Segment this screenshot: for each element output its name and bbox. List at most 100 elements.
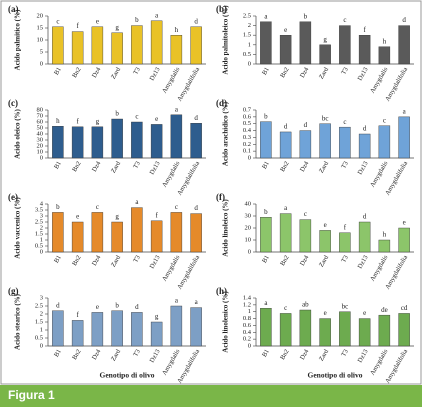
panel-label: (b)	[216, 4, 227, 14]
bar	[299, 21, 312, 65]
significance-letter: b	[264, 208, 268, 216]
significance-letter: a	[195, 298, 199, 306]
x-tick-label: T3	[132, 160, 142, 170]
bar	[260, 308, 272, 347]
significance-letter: a	[264, 299, 268, 307]
bar	[111, 32, 123, 65]
x-tick-label: Bn2	[279, 66, 290, 79]
bar	[150, 321, 163, 347]
y-tick-label: 0.8	[243, 315, 251, 322]
y-axis-label: Acido linoleico (%)	[222, 199, 230, 257]
y-tick-label: 4	[40, 200, 44, 207]
significance-letter: b	[115, 110, 119, 118]
y-tick-label: 10	[245, 236, 252, 243]
bar	[131, 121, 143, 159]
significance-letter: f	[76, 22, 79, 30]
panel-label: (c)	[8, 98, 18, 108]
x-tick-label: Bn2	[279, 160, 290, 173]
bar	[279, 35, 292, 65]
significance-letter: h	[383, 37, 387, 45]
bar	[398, 25, 410, 65]
y-tick-label: 0.5	[243, 51, 251, 58]
x-axis-label: Genotipo di olivo	[99, 371, 154, 380]
bar	[358, 221, 371, 253]
y-tick-label: 0.5	[35, 334, 43, 341]
significance-letter: b	[264, 112, 268, 120]
significance-letter: a	[284, 204, 288, 212]
y-axis-label: Acido vaccenico (%)	[14, 197, 22, 259]
significance-letter: b	[135, 16, 139, 24]
bar	[299, 309, 312, 347]
bar	[339, 126, 351, 159]
x-tick-label: Amygdalis	[369, 160, 390, 189]
bar	[111, 310, 123, 347]
bar	[339, 311, 351, 347]
bar	[358, 133, 371, 159]
significance-letter: c	[304, 210, 307, 218]
x-tick-label: T3	[132, 348, 142, 358]
bar	[319, 44, 331, 65]
significance-letter: a	[135, 198, 139, 206]
significance-letter: a	[264, 12, 268, 20]
bar	[170, 35, 183, 65]
x-tick-label: Bn2	[279, 254, 290, 267]
significance-letter: d	[194, 114, 198, 122]
y-tick-label: 20	[37, 12, 44, 19]
significance-letter: c	[383, 116, 386, 124]
y-tick-label: 0.5	[35, 242, 43, 249]
significance-letter: ab	[302, 301, 309, 309]
bar	[299, 219, 312, 253]
significance-letter: h	[56, 117, 60, 125]
significance-letter: c	[56, 17, 59, 25]
significance-letter: a	[155, 11, 159, 19]
significance-letter: g	[115, 213, 119, 221]
y-tick-label: 0.4	[243, 329, 252, 336]
y-tick-label: 0	[248, 248, 251, 255]
x-tick-label: B1	[53, 160, 63, 170]
y-tick-label: 1	[40, 326, 43, 333]
bar	[91, 212, 104, 253]
bar	[378, 125, 391, 159]
y-tick-label: 1.5	[35, 230, 43, 237]
x-tick-label: Dz4	[299, 348, 311, 362]
y-tick-label: 2	[248, 22, 251, 29]
significance-letter: de	[381, 306, 388, 314]
bar	[339, 25, 351, 65]
significance-letter: d	[284, 123, 288, 131]
y-axis-label: Acido stearico (%)	[14, 293, 22, 350]
bar	[398, 313, 410, 347]
significance-letter: a	[175, 105, 179, 113]
y-tick-label: 1.2	[243, 301, 251, 308]
x-tick-label: Dz13	[357, 160, 370, 176]
bar	[398, 116, 410, 159]
x-tick-label: Amygdalis	[161, 348, 182, 377]
bar	[71, 320, 84, 347]
x-tick-label: T3	[132, 254, 142, 264]
significance-letter: b	[115, 301, 119, 309]
significance-letter: d	[304, 121, 308, 129]
significance-letter: bc	[342, 302, 349, 310]
panel-label: (h)	[216, 286, 227, 296]
significance-letter: d	[56, 301, 60, 309]
x-tick-label: Zard	[110, 66, 123, 81]
significance-letter: d	[363, 213, 367, 221]
significance-letter: c	[284, 304, 287, 312]
x-tick-label: B1	[53, 66, 63, 76]
bar	[299, 130, 312, 159]
significance-letter: f	[344, 223, 347, 231]
bar	[260, 121, 272, 159]
y-tick-label: 40	[37, 130, 44, 137]
significance-letter: g	[96, 117, 100, 125]
y-tick-label: 0.6	[243, 113, 252, 120]
significance-letter: a	[175, 297, 179, 305]
bar	[111, 221, 123, 253]
x-tick-label: Amygdalis	[161, 254, 182, 283]
y-axis-label: Acido oleico (%)	[14, 108, 22, 158]
bar	[319, 123, 331, 159]
bar	[71, 221, 84, 253]
x-tick-label: Bn2	[279, 348, 290, 361]
bar	[190, 26, 202, 65]
x-tick-label: Amygdalis	[369, 66, 390, 95]
significance-letter: e	[155, 115, 158, 123]
x-tick-label: Dz4	[91, 160, 103, 174]
